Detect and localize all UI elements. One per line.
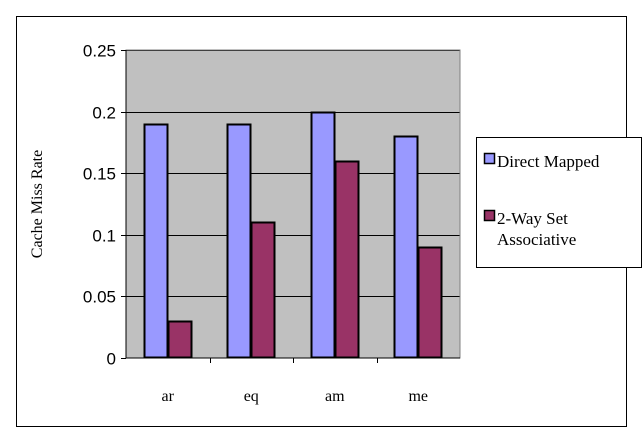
- x-category-label: am: [325, 388, 345, 405]
- y-tick-label: 0.25: [83, 42, 116, 61]
- x-category-label: eq: [244, 388, 259, 405]
- bar-direct-mapped-me: [393, 135, 419, 359]
- y-tick-label: 0.05: [83, 288, 116, 307]
- x-axis-ticks: ar eq am me: [162, 358, 428, 405]
- legend-swatch-direct-mapped: [483, 152, 496, 165]
- x-category-label: me: [408, 388, 428, 405]
- legend-box: [476, 137, 642, 268]
- x-category-label: ar: [162, 388, 175, 405]
- bar-direct-mapped-eq: [226, 123, 252, 359]
- bar-two-way-set-associative-ar: [167, 320, 193, 359]
- y-tick-label: 0.15: [83, 165, 116, 184]
- y-tick-label: 0: [107, 350, 116, 369]
- bar-two-way-set-associative-am: [334, 160, 360, 359]
- bar-direct-mapped-ar: [143, 123, 169, 359]
- legend-label: Direct Mapped: [497, 152, 600, 171]
- legend-label: 2-Way Set: [497, 209, 568, 228]
- y-axis-title: Cache Miss Rate: [29, 150, 46, 258]
- y-tick-label: 0.1: [92, 227, 116, 246]
- legend-label: Associative: [497, 230, 576, 249]
- legend-swatch-two-way-set-associative: [483, 209, 496, 222]
- bar-two-way-set-associative-eq: [250, 221, 276, 359]
- bar-direct-mapped-am: [310, 111, 336, 359]
- y-axis-ticks: 0 0.05 0.1 0.15 0.2 0.25: [83, 42, 126, 369]
- legend: Direct Mapped 2-Way Set Associative: [476, 137, 642, 268]
- bar-two-way-set-associative-me: [417, 246, 443, 359]
- y-tick-label: 0.2: [92, 104, 116, 123]
- bars: [143, 111, 443, 359]
